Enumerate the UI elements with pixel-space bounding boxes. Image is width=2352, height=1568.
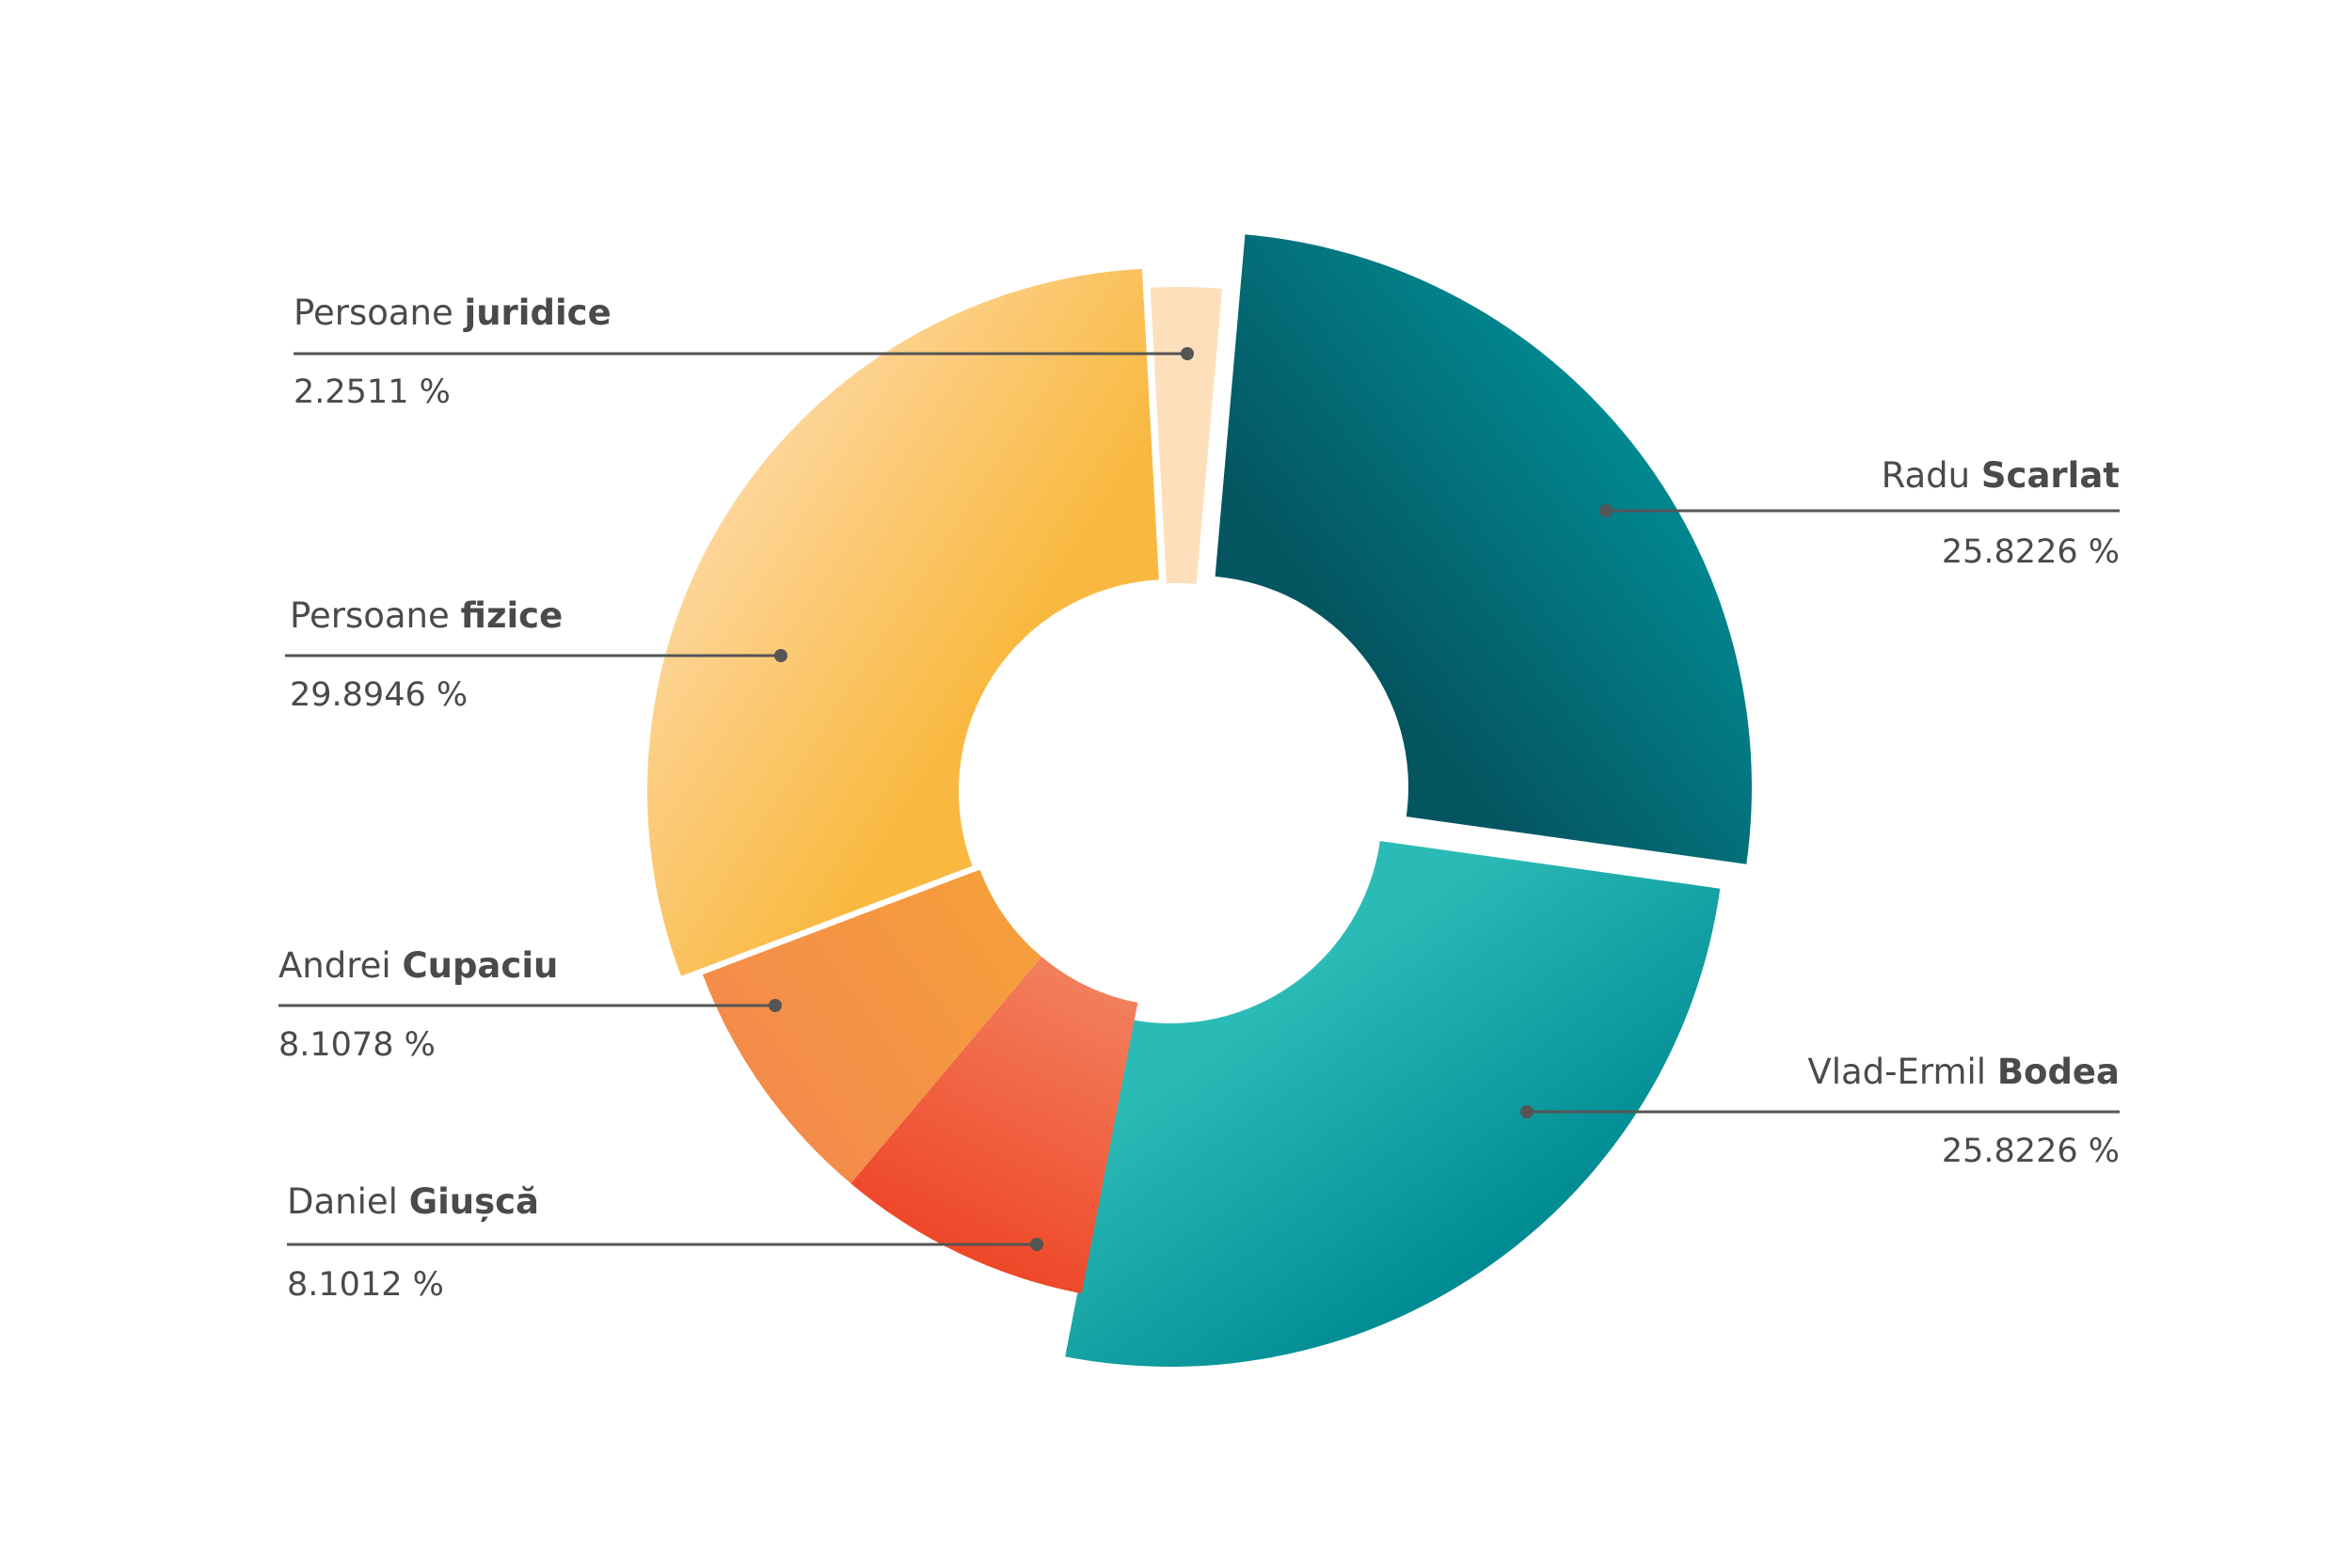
slice-label-scarlat: Radu Scarlat: [1882, 455, 2120, 496]
slice-label-fizice: Persoane fizice: [290, 595, 563, 636]
pie-slice-giu-c-: [850, 957, 1138, 1294]
slice-value-juridice: 2.2511 %: [294, 373, 451, 411]
leader-dot-cupaciu: [769, 999, 782, 1012]
leader-dot-scarlat: [1599, 504, 1613, 517]
slice-value-fizice: 29.8946 %: [290, 676, 468, 714]
pie-slice-scarlat: [1215, 234, 1753, 864]
pie-slice-juridice: [1150, 287, 1223, 584]
slice-value-cupaciu: 8.1078 %: [278, 1026, 436, 1064]
slice-label-bodea: Vlad-Ermil Bodea: [1807, 1052, 2120, 1092]
pie-slice-fizice: [646, 268, 1159, 976]
leader-dot-bodea: [1520, 1105, 1534, 1118]
slice-label-juridice: Persoane juridice: [294, 293, 612, 333]
slice-value-giu-c-: 8.1012 %: [287, 1266, 444, 1304]
slice-value-bodea: 25.8226 %: [1942, 1132, 2120, 1170]
leader-dot-giu-c-: [1030, 1238, 1043, 1251]
pie-slice-bodea: [1065, 841, 1721, 1368]
slice-value-scarlat: 25.8226 %: [1942, 533, 2120, 571]
pie-slice-cupaciu: [702, 869, 1042, 1184]
slice-label-giu-c-: Daniel Giușcă: [287, 1181, 539, 1222]
leader-dot-juridice: [1181, 347, 1194, 360]
slice-label-cupaciu: Andrei Cupaciu: [278, 945, 558, 986]
leader-dot-fizice: [774, 649, 787, 662]
